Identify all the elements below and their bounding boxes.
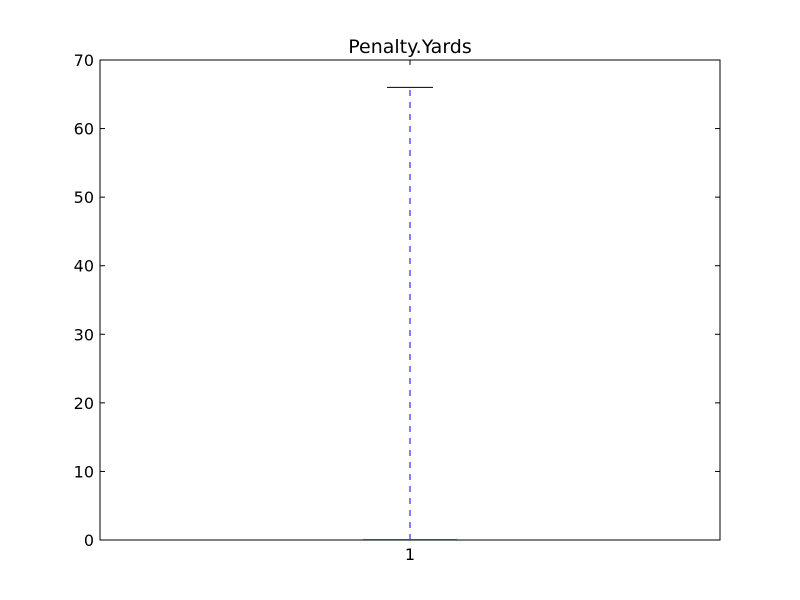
plot-area: 0 10 20 30 40 50 60 70 1 (74, 51, 721, 564)
y-tick-label: 30 (74, 325, 94, 344)
y-tick-label: 50 (74, 188, 94, 207)
y-tick-label: 10 (74, 462, 94, 481)
y-tick-label: 70 (74, 51, 94, 70)
chart-title: Penalty.Yards (348, 36, 472, 58)
x-tick-label: 1 (405, 545, 415, 564)
y-tick-label: 20 (74, 394, 94, 413)
y-tick-label: 40 (74, 257, 94, 276)
y-tick-label: 0 (84, 531, 94, 550)
y-tick-label: 60 (74, 120, 94, 139)
